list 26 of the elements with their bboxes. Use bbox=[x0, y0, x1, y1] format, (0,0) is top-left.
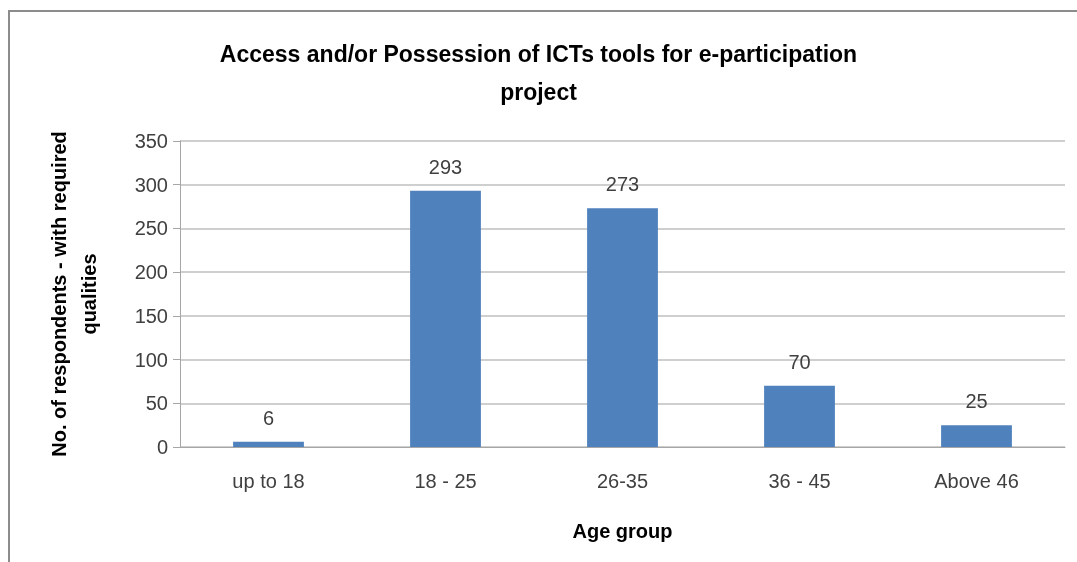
bar bbox=[410, 190, 481, 447]
y-tick-label: 50 bbox=[145, 392, 168, 415]
bar bbox=[941, 425, 1012, 447]
x-axis-title: Age group bbox=[572, 520, 673, 542]
y-tick-label: 150 bbox=[134, 304, 168, 327]
data-label: 6 bbox=[262, 406, 275, 429]
bar bbox=[764, 385, 835, 447]
y-axis-title: No. of respondents - with required qualities bbox=[48, 131, 100, 457]
data-label: 25 bbox=[965, 390, 988, 413]
x-tick-label: Above 46 bbox=[934, 470, 1019, 492]
chart-title: Access and/or Possession of ICTs tools for e-participation project bbox=[219, 41, 858, 105]
data-label: 70 bbox=[788, 350, 811, 373]
data-label: 273 bbox=[605, 173, 640, 196]
y-tick-label: 300 bbox=[134, 173, 168, 196]
data-label: 293 bbox=[428, 155, 463, 178]
bar bbox=[587, 208, 658, 447]
y-tick-label: 250 bbox=[134, 217, 168, 240]
x-tick-label: 26-35 bbox=[596, 470, 649, 492]
x-tick-label: 36 - 45 bbox=[768, 470, 831, 492]
x-tick-label: up to 18 bbox=[232, 470, 305, 492]
y-tick-label: 200 bbox=[134, 261, 168, 284]
bar bbox=[233, 441, 304, 447]
y-tick-label: 100 bbox=[134, 348, 168, 371]
x-tick-label: 18 - 25 bbox=[414, 470, 477, 492]
y-tick-label: 350 bbox=[134, 130, 168, 152]
y-tick-label: 0 bbox=[156, 436, 168, 458]
